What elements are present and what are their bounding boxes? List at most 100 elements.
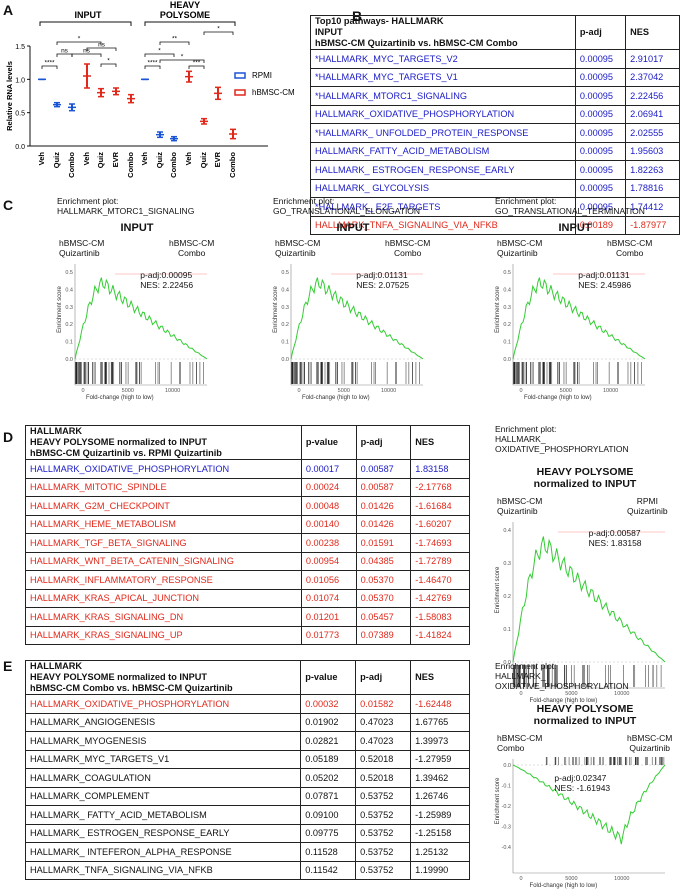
table-row: HALLMARK_COMPLEMENT 0.07871 0.53752 1.26746 bbox=[24, 786, 470, 806]
table-cell-nes: 2.37042 bbox=[625, 67, 680, 87]
y-tick-label: 0.3 bbox=[503, 561, 511, 567]
enrichment-plot-caption: Enrichment plot: HALLMARK_ OXIDATIVE_PHO… bbox=[495, 424, 629, 454]
table-cell-name: HALLMARK_HEME_METABOLISM bbox=[25, 514, 302, 534]
enrichment-curve bbox=[512, 277, 646, 360]
data-point bbox=[83, 63, 91, 89]
group-label-polysome: POLYSOME bbox=[160, 10, 210, 20]
y-axis-label: Enrichment score bbox=[495, 285, 501, 332]
x-tick-label: 5000 bbox=[560, 388, 572, 394]
table-cell-padj: 0.05370 bbox=[355, 570, 412, 590]
table-cell-nes: -1.42769 bbox=[410, 588, 470, 608]
y-tick-label: 0.3 bbox=[281, 305, 289, 311]
panel-e-table: HALLMARK HEAVY POLYSOME normalized to IN… bbox=[24, 660, 470, 880]
table-cell-nes: 1.74412 bbox=[625, 197, 680, 217]
x-tick-label: Combo bbox=[228, 152, 237, 178]
y-tick-label: 0.1 bbox=[65, 340, 73, 346]
stats-label: p-adj:0.01131 NES: 2.07525 bbox=[356, 270, 410, 290]
table-cell-pval: 0.01056 bbox=[300, 570, 357, 590]
table-row: HALLMARK_FATTY_ACID_METABOLISM 0.00095 1.9… bbox=[310, 141, 680, 161]
phenotype-right-label: RPMI Quizartinib bbox=[627, 496, 668, 516]
table-cell-nes: 1.78816 bbox=[625, 178, 680, 198]
panel-e-col-padj: p-adj bbox=[355, 660, 412, 695]
significance-bracket bbox=[71, 53, 102, 57]
y-tick-label: 0.3 bbox=[503, 305, 511, 311]
significance-label: *** bbox=[193, 60, 201, 67]
table-cell-name: HALLMARK_ INTEFERON_ALPHA_RESPONSE bbox=[24, 842, 302, 862]
enrichment-plot-caption: Enrichment plot: GO_TRANSLATIONAL_ELONGA… bbox=[273, 196, 421, 216]
y-tick-label: -0.2 bbox=[502, 804, 511, 810]
panel-b-col-padj: p-adj bbox=[574, 15, 627, 50]
table-cell-nes: -1.25989 bbox=[410, 805, 470, 825]
table-cell-nes: -1.41824 bbox=[410, 625, 470, 645]
table-cell-pval: 0.01773 bbox=[300, 625, 357, 645]
table-cell-name: HALLMARK_TNFA_SIGNALING_VIA_NFKB bbox=[24, 860, 302, 880]
table-cell-name: HALLMARK_ GLYCOLYSIS bbox=[310, 178, 576, 198]
legend-swatch-rpmi bbox=[234, 72, 246, 79]
table-cell-name: HALLMARK_COAGULATION bbox=[24, 768, 302, 788]
table-cell-pval: 0.05189 bbox=[300, 749, 357, 769]
table-cell-name: *HALLMARK_ UNFOLDED_PROTEIN_RESPONSE bbox=[310, 123, 576, 143]
table-cell-padj: 0.01426 bbox=[355, 496, 412, 516]
y-tick-label: 0.4 bbox=[503, 287, 511, 293]
significance-bracket bbox=[86, 47, 117, 51]
group-bracket bbox=[144, 21, 236, 26]
panel-b-col-nes: NES bbox=[625, 15, 680, 50]
y-axis-label: Enrichment score bbox=[495, 566, 501, 613]
table-cell-nes: 2.22456 bbox=[625, 86, 680, 106]
table-cell-name: *HALLMARK_ E2F_TARGETS bbox=[310, 197, 576, 217]
table-cell-name: HALLMARK_KRAS_APICAL_JUNCTION bbox=[25, 588, 302, 608]
legend-label-rpmi: RPMI bbox=[252, 71, 272, 80]
table-row: *HALLMARK_MYC_TARGETS_V1 0.00095 2.37042 bbox=[310, 67, 680, 87]
table-cell-padj: 0.05370 bbox=[355, 588, 412, 608]
table-cell-pval: 0.01074 bbox=[300, 588, 357, 608]
enrichment-curve bbox=[74, 277, 208, 360]
x-tick-label: Veh bbox=[82, 152, 91, 166]
table-cell-pval: 0.00238 bbox=[300, 533, 357, 553]
table-cell-name: HALLMARK_OXIDATIVE_PHOSPHORYLATION bbox=[310, 104, 576, 124]
table-cell-nes: 1.39462 bbox=[410, 768, 470, 788]
x-tick-label: 10000 bbox=[381, 388, 396, 394]
table-cell-padj: 0.00587 bbox=[355, 477, 412, 497]
enrichment-curve bbox=[512, 764, 666, 845]
group-label-input: INPUT bbox=[75, 10, 103, 20]
table-cell-name: HALLMARK_FATTY_ACID_METABOLISM bbox=[310, 141, 576, 161]
legend-swatch-cm bbox=[234, 89, 246, 96]
table-cell-padj: 0.00095 bbox=[574, 160, 627, 180]
table-row: *HALLMARK_MTORC1_SIGNALING 0.00095 2.22456 bbox=[310, 86, 680, 106]
y-tick-label: 0.1 bbox=[281, 340, 289, 346]
table-cell-padj: 0.53752 bbox=[355, 860, 412, 880]
panel-e-col-nes: NES bbox=[410, 660, 470, 695]
plot-title: HEAVY POLYSOME normalized to INPUT bbox=[533, 466, 637, 490]
enrichment-plot-caption: Enrichment plot: GO_TRANSLATIONAL_TERMIN… bbox=[495, 196, 645, 216]
table-cell-nes: -1.46470 bbox=[410, 570, 470, 590]
x-axis-label: Fold-change (high to low) bbox=[530, 698, 598, 704]
table-cell-name: HALLMARK_WNT_BETA_CATENIN_SIGNALING bbox=[25, 551, 302, 571]
panel-d-col-padj: p-adj bbox=[355, 425, 412, 460]
table-cell-padj: 0.00095 bbox=[574, 123, 627, 143]
table-cell-nes: -1.25158 bbox=[410, 823, 470, 843]
y-tick-label: 1.0 bbox=[15, 77, 25, 84]
plot-title: INPUT bbox=[120, 222, 154, 234]
y-tick-label: 0.0 bbox=[503, 357, 511, 363]
enrichment-plot: 0.0 0.1 0.2 0.3 0.4 Enrichment score 0 5000 1000… bbox=[495, 522, 666, 704]
table-cell-pval: 0.00032 bbox=[300, 694, 357, 714]
x-tick-label: 0 bbox=[519, 388, 522, 394]
table-cell-nes: -1.60207 bbox=[410, 514, 470, 534]
enrichment-plot: 0.0 0.1 0.2 0.3 0.4 0.5 Enrichment score 0 5000 1… bbox=[495, 264, 646, 401]
table-cell-nes: -1.58083 bbox=[410, 607, 470, 627]
enrichment-curve bbox=[290, 277, 424, 360]
x-tick-label: Quiz bbox=[96, 152, 105, 168]
phenotype-left-label: hBMSC-CM Quizartinib bbox=[59, 238, 105, 258]
table-cell-name: *HALLMARK_MTORC1_SIGNALING bbox=[310, 86, 576, 106]
phenotype-left-label: hBMSC-CM Quizartinib bbox=[497, 238, 543, 258]
table-row: HALLMARK_HEME_METABOLISM 0.00140 0.01426 -1… bbox=[25, 514, 470, 534]
stats-label: p-adj:0.01131 NES: 2.45986 bbox=[578, 270, 632, 290]
table-cell-name: HALLMARK_ ESTROGEN_RESPONSE_EARLY bbox=[24, 823, 302, 843]
significance-label: ns bbox=[61, 48, 69, 55]
table-row: HALLMARK_KRAS_SIGNALING_DN 0.01201 0.05457… bbox=[25, 607, 470, 627]
panel-e-header: HALLMARK HEAVY POLYSOME normalized to IN… bbox=[24, 660, 302, 695]
table-row: *HALLMARK_MYC_TARGETS_V2 0.00095 2.91017 bbox=[310, 49, 680, 69]
data-point bbox=[53, 101, 61, 108]
y-tick-label: 0.4 bbox=[65, 287, 73, 293]
table-row: HALLMARK_KRAS_APICAL_JUNCTION 0.01074 0.05… bbox=[25, 588, 470, 608]
